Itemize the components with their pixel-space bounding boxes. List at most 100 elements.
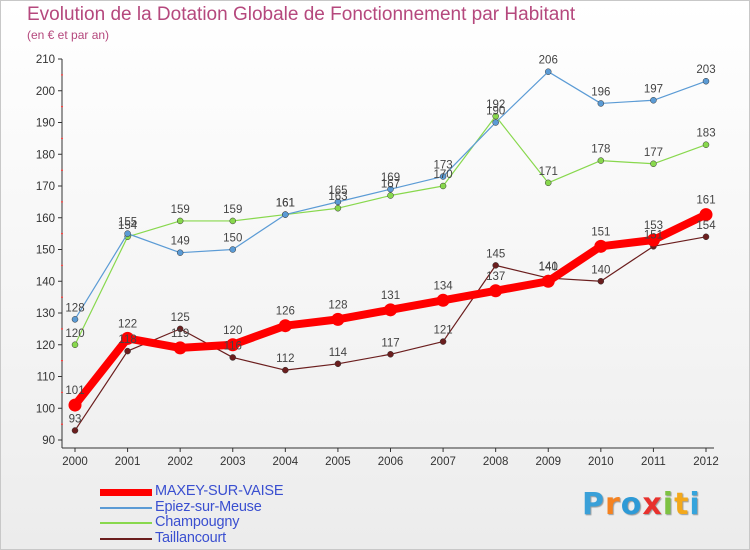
data-label: 151: [591, 226, 610, 238]
data-label: 93: [69, 413, 82, 425]
data-label: 196: [591, 86, 610, 98]
axes: 90 100 110 120 130 140 150 160 170 180 190 200 210 20…: [36, 54, 719, 468]
y-minor-tick: [61, 105, 63, 108]
logo-letter: x: [642, 487, 663, 522]
series-point: [124, 347, 131, 355]
main-point: [68, 398, 82, 412]
data-label: 155: [118, 217, 137, 229]
x-tick-label: 2004: [273, 456, 299, 468]
x-tick-label: 2007: [430, 456, 456, 468]
data-label: 141: [539, 261, 558, 273]
series-point: [597, 100, 605, 107]
y-tick-label: 190: [36, 118, 55, 130]
y-minor-tick: [61, 264, 63, 267]
data-label: 117: [381, 337, 399, 349]
data-label: 119: [171, 328, 189, 340]
y-minor-tick: [61, 359, 63, 362]
main-point: [541, 274, 555, 288]
series-point: [176, 217, 184, 225]
data-label: 116: [224, 340, 242, 352]
legend-swatch: [100, 537, 152, 540]
x-tick-label: 2011: [641, 456, 666, 468]
legend-label: Epiez-sur-Meuse: [155, 498, 262, 515]
series-point: [71, 427, 79, 434]
data-label: 183: [696, 128, 715, 140]
logo-letter: r: [605, 487, 621, 522]
series-line-3: [74, 236, 707, 431]
y-tick-label: 180: [36, 149, 55, 161]
series-point: [702, 141, 710, 148]
x-tick-label: 2012: [693, 456, 719, 468]
data-label: 149: [171, 236, 190, 248]
data-label: 165: [328, 185, 347, 197]
data-label: 137: [486, 271, 505, 283]
data-label: 203: [696, 64, 715, 76]
series-point: [492, 119, 499, 126]
y-tick-label: 160: [36, 213, 55, 225]
data-label: 169: [381, 172, 400, 184]
data-label: 163: [328, 191, 347, 203]
data-label: 159: [171, 204, 190, 216]
data-label: 197: [644, 83, 663, 95]
chart-title: Evolution de la Dotation Globale de Fonc…: [27, 4, 576, 25]
logo-letter: i: [689, 487, 701, 522]
data-label: 128: [328, 299, 347, 311]
data-label: 153: [644, 220, 663, 232]
x-tick-label: 2008: [483, 456, 509, 468]
y-minor-tick: [61, 328, 63, 330]
series-point: [282, 366, 289, 374]
series-point: [71, 341, 79, 348]
proxiti-logo: Proxiti: [582, 487, 701, 522]
series-point: [282, 211, 289, 218]
y-tick-label: 130: [36, 308, 55, 320]
series-point: [229, 354, 236, 361]
data-label: 120: [65, 328, 84, 340]
x-tick-label: 2009: [535, 456, 561, 468]
y-tick-label: 100: [36, 403, 55, 415]
legend-swatch: [100, 489, 152, 496]
main-point: [384, 303, 397, 317]
y-minor-tick: [61, 137, 63, 140]
y-minor-tick: [61, 169, 63, 171]
main-point: [331, 312, 345, 326]
data-label: 177: [644, 147, 663, 159]
y-minor-tick: [61, 296, 63, 298]
data-label: 140: [539, 261, 558, 273]
series-point: [439, 173, 447, 180]
main-point: [699, 208, 713, 222]
series-point: [650, 160, 657, 168]
data-label: 118: [118, 334, 136, 346]
logo-letter: P: [582, 487, 605, 522]
chart-subtitle: (en € et par an): [27, 28, 110, 42]
y-minor-tick: [61, 74, 63, 76]
data-label: 150: [223, 233, 242, 245]
series-point: [702, 233, 710, 241]
data-label: 173: [433, 159, 452, 171]
y-minor-tick: [61, 201, 63, 203]
y-tick-label: 140: [36, 276, 55, 288]
series-point: [334, 360, 342, 368]
data-label: 167: [381, 179, 400, 191]
data-label: 112: [276, 353, 294, 365]
series-point: [650, 97, 657, 104]
y-tick-label: 120: [36, 340, 55, 352]
data-label: 134: [433, 280, 453, 292]
legend-label: MAXEY-SUR-VAISE: [155, 483, 284, 499]
series-point: [229, 246, 236, 253]
series-point: [597, 157, 605, 164]
series-point: [176, 325, 184, 333]
data-label: 151: [644, 229, 663, 241]
main-point: [489, 284, 503, 298]
series-point: [439, 182, 447, 190]
series-point: [334, 198, 342, 206]
data-label: 154: [696, 220, 716, 232]
y-minor-tick: [61, 232, 63, 235]
legend-swatch: [100, 506, 152, 509]
y-minor-tick: [61, 423, 63, 425]
x-tick-label: 2006: [378, 456, 404, 468]
main-point: [226, 338, 240, 352]
series-point: [229, 217, 236, 225]
legend-label: Champougny: [155, 514, 240, 530]
